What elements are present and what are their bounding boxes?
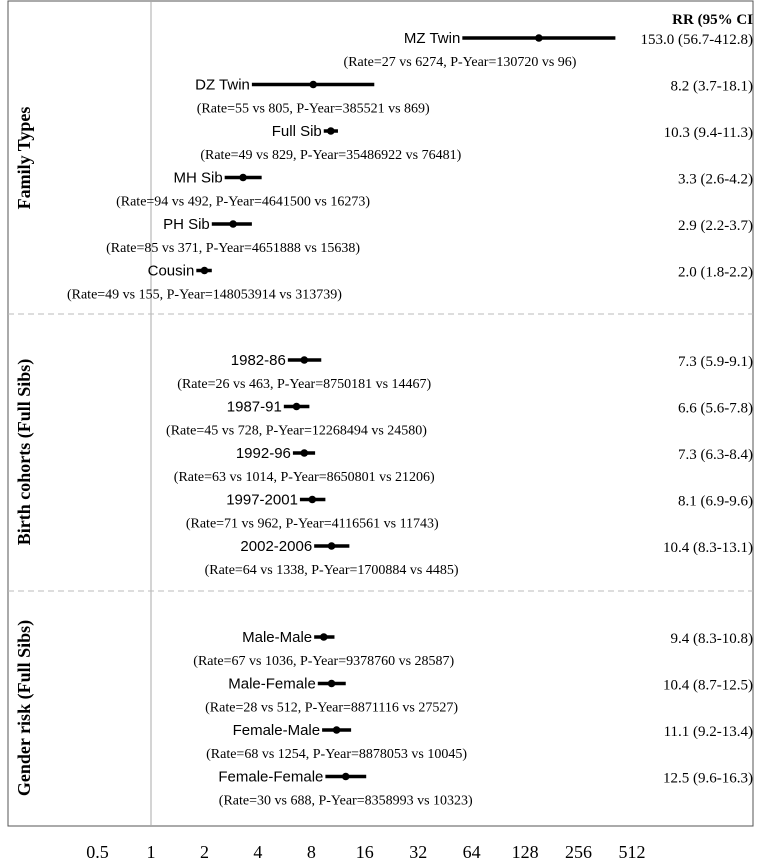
row-label: Cousin <box>148 263 195 280</box>
rr-value: 2.9 (2.2-3.7) <box>678 218 753 234</box>
rr-value: 8.1 (6.9-9.6) <box>678 494 753 510</box>
x-tick-label: 256 <box>565 842 592 862</box>
rr-value: 7.3 (5.9-9.1) <box>678 354 753 370</box>
point-estimate <box>300 449 309 457</box>
point-estimate <box>332 726 341 734</box>
point-estimate <box>341 772 350 781</box>
rr-value: 12.5 (9.6-16.3) <box>663 771 753 787</box>
rr-value: 6.6 (5.6-7.8) <box>678 401 753 417</box>
stats-text: (Rate=30 vs 688, P-Year=8358993 vs 10323… <box>219 794 473 809</box>
stats-text: (Rate=49 vs 155, P-Year=148053914 vs 313… <box>67 288 342 303</box>
row-label: Male-Female <box>228 676 316 693</box>
row-label: 1982-86 <box>231 352 286 369</box>
x-tick-label: 8 <box>307 842 316 862</box>
point-estimate <box>327 127 335 135</box>
rr-value: 9.4 (8.3-10.8) <box>671 631 754 647</box>
point-estimate <box>535 34 543 42</box>
stats-text: (Rate=64 vs 1338, P-Year=1700884 vs 4485… <box>205 563 459 578</box>
rr-value: 10.4 (8.7-12.5) <box>663 678 753 694</box>
x-tick-label: 128 <box>512 842 539 862</box>
x-tick-label: 2 <box>200 842 209 862</box>
x-tick-label: 16 <box>356 842 374 862</box>
row-label: Female-Female <box>218 769 323 786</box>
point-estimate <box>239 173 247 182</box>
rr-value: 2.0 (1.8-2.2) <box>678 265 753 281</box>
point-estimate <box>327 679 336 688</box>
x-tick-label: 4 <box>253 842 262 862</box>
point-estimate <box>300 356 309 364</box>
rr-column-header: RR (95% CI <box>672 12 753 28</box>
row-label: Full Sib <box>272 123 322 140</box>
plot-frame <box>7 0 754 827</box>
point-estimate <box>229 220 237 228</box>
stats-text: (Rate=28 vs 512, P-Year=8871116 vs 27527… <box>205 701 458 716</box>
group-label: Family Types <box>14 107 34 210</box>
row-label: 1997-2001 <box>226 492 298 509</box>
row-label: Female-Male <box>233 722 321 739</box>
row-label: DZ Twin <box>195 77 250 94</box>
stats-text: (Rate=71 vs 962, P-Year=4116561 vs 11743… <box>186 517 439 532</box>
x-tick-label: 64 <box>463 842 481 862</box>
stats-text: (Rate=45 vs 728, P-Year=12268494 vs 2458… <box>166 424 427 439</box>
point-estimate <box>308 495 317 504</box>
stats-text: (Rate=55 vs 805, P-Year=385521 vs 869) <box>197 102 430 117</box>
stats-text: (Rate=94 vs 492, P-Year=4641500 vs 16273… <box>116 195 370 210</box>
row-label: MZ Twin <box>404 30 460 47</box>
point-estimate <box>309 80 318 89</box>
rr-value: 10.4 (8.3-13.1) <box>663 540 753 556</box>
row-label: PH Sib <box>163 216 210 233</box>
x-tick-label: 0.5 <box>86 842 109 862</box>
x-tick-label: 1 <box>147 842 156 862</box>
point-estimate <box>327 542 336 550</box>
x-tick-label: 32 <box>409 842 427 862</box>
rr-value: 3.3 (2.6-4.2) <box>678 172 753 188</box>
stats-text: (Rate=85 vs 371, P-Year=4651888 vs 15638… <box>106 241 360 256</box>
group-label: Birth cohorts (Full Sibs) <box>14 359 35 546</box>
row-label: 1987-91 <box>227 399 282 416</box>
point-estimate <box>319 633 328 641</box>
row-label: MH Sib <box>173 170 222 187</box>
rr-value: 11.1 (9.2-13.4) <box>664 724 753 740</box>
x-tick-label: 512 <box>619 842 646 862</box>
row-label: 1992-96 <box>236 445 291 462</box>
stats-text: (Rate=68 vs 1254, P-Year=8878053 vs 1004… <box>206 747 467 762</box>
rr-value: 8.2 (3.7-18.1) <box>671 79 754 95</box>
stats-text: (Rate=49 vs 829, P-Year=35486922 vs 7648… <box>200 148 461 163</box>
row-label: 2002-2006 <box>240 538 312 555</box>
rr-value: 10.3 (9.4-11.3) <box>664 125 753 141</box>
point-estimate <box>292 402 301 411</box>
rr-value: 153.0 (56.7-412.8) <box>641 32 754 48</box>
stats-text: (Rate=63 vs 1014, P-Year=8650801 vs 2120… <box>174 470 435 485</box>
stats-text: (Rate=27 vs 6274, P-Year=130720 vs 96) <box>344 55 577 70</box>
row-label: Male-Male <box>242 629 312 646</box>
stats-text: (Rate=67 vs 1036, P-Year=9378760 vs 2858… <box>193 654 454 669</box>
stats-text: (Rate=26 vs 463, P-Year=8750181 vs 14467… <box>177 377 431 392</box>
rr-value: 7.3 (6.3-8.4) <box>678 447 753 463</box>
group-label: Gender risk (Full Sibs) <box>14 620 35 796</box>
point-estimate <box>200 266 209 275</box>
